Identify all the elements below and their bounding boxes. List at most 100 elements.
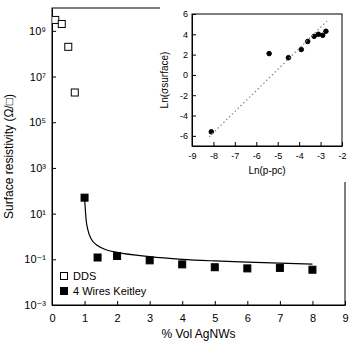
x-tick-label: -6	[253, 151, 261, 161]
figure: 012345678910⁻³10⁻¹10¹10³10⁵10⁷10⁹% Vol A…	[0, 0, 355, 350]
y-tick-mark	[192, 34, 196, 35]
x-tick-label: 3	[147, 312, 153, 324]
y-axis-title: Surface resistivity (Ω/□)	[2, 94, 16, 219]
y-tick-mark	[192, 95, 196, 96]
point	[146, 257, 153, 264]
x-tick: -3	[317, 142, 325, 161]
x-tick: -6	[253, 142, 261, 161]
plot-area	[209, 21, 328, 137]
x-tick: 1	[82, 301, 88, 324]
point	[320, 33, 325, 38]
x-tick-mark	[345, 301, 346, 305]
y-tick: 10⁹	[29, 25, 56, 37]
y-axis-title: Ln(σsurface)	[159, 52, 170, 109]
y-tick-label: 10³	[30, 162, 46, 174]
x-tick-label: 9	[342, 312, 348, 324]
legend-label: DDS	[73, 270, 96, 282]
point	[71, 89, 78, 96]
y-tick-mark	[192, 14, 196, 15]
y-tick-label: 2	[183, 50, 188, 60]
x-tick-label: 8	[310, 312, 316, 324]
y-tick: 2	[183, 50, 196, 60]
y-tick-mark	[52, 305, 56, 306]
legend-label: 4 Wires Keitley	[73, 285, 147, 297]
x-tick-mark	[280, 301, 281, 305]
x-tick: -7	[231, 142, 239, 161]
x-tick: 6	[245, 301, 251, 324]
x-tick: 5	[212, 301, 218, 324]
x-tick-mark	[182, 301, 183, 305]
x-tick-label: -3	[317, 151, 325, 161]
y-tick: -4	[180, 111, 196, 121]
y-tick: 4	[183, 30, 196, 40]
x-axis-title: % Vol AgNWs	[161, 327, 235, 341]
point	[309, 266, 316, 273]
y-tick: 10⁻¹	[24, 253, 56, 265]
point	[114, 252, 121, 259]
x-tick: 3	[147, 301, 153, 324]
x-tick-label: -8	[210, 151, 218, 161]
y-tick-label: 10⁻¹	[24, 253, 46, 265]
x-tick: 8	[310, 301, 316, 324]
y-tick-mark	[192, 116, 196, 117]
y-tick: 10¹	[30, 208, 56, 220]
y-tick-mark	[52, 122, 56, 123]
x-tick-mark	[278, 142, 279, 146]
x-tick-mark	[256, 142, 257, 146]
y-tick-mark	[52, 259, 56, 260]
y-tick-mark	[192, 75, 196, 76]
x-tick-label: 7	[277, 312, 283, 324]
y-axis: -6 -4 -2 0 2 4 6	[180, 9, 196, 146]
x-tick-label: 1	[82, 312, 88, 324]
point	[52, 16, 59, 23]
point	[211, 264, 218, 271]
y-tick-label: 6	[183, 9, 188, 19]
y-tick-label: 10¹	[30, 208, 46, 220]
x-axis-line	[53, 305, 346, 306]
legend-marker	[61, 288, 68, 295]
y-tick: -6	[180, 131, 196, 141]
point	[267, 51, 272, 56]
y-tick: 10⁵	[29, 116, 56, 128]
x-tick-label: 5	[212, 312, 218, 324]
y-tick-label: 10⁹	[29, 25, 46, 37]
x-axis-line	[193, 146, 343, 147]
point	[324, 29, 329, 34]
y-tick-mark	[192, 55, 196, 56]
x-tick-mark	[247, 301, 248, 305]
y-tick-mark	[52, 77, 56, 78]
y-tick-mark	[52, 31, 56, 32]
x-tick-label: -2	[338, 151, 346, 161]
x-tick-mark	[215, 301, 216, 305]
y-tick-label: 10⁵	[29, 116, 46, 128]
y-tick-label: -2	[180, 91, 188, 101]
line	[209, 21, 327, 137]
point	[58, 20, 65, 27]
x-tick: 4	[180, 301, 186, 324]
y-tick: 0	[183, 70, 196, 80]
x-tick-label: -9	[188, 151, 196, 161]
y-tick-mark	[192, 136, 196, 137]
x-tick-label: 0	[49, 312, 55, 324]
x-tick: 2	[115, 301, 121, 324]
x-tick-label: -7	[231, 151, 239, 161]
x-tick-label: 6	[245, 312, 251, 324]
x-axis-title: Ln(p-pc)	[248, 165, 285, 176]
x-tick: -4	[296, 142, 304, 161]
x-tick: -2	[338, 142, 346, 161]
point	[244, 265, 251, 272]
point	[276, 264, 283, 271]
x-tick-mark	[321, 142, 322, 146]
legend: DDS 4 Wires Keitley	[61, 270, 147, 297]
x-axis: -9-8-7-6-5-4-3-2	[188, 142, 346, 161]
x-tick-mark	[299, 142, 300, 146]
x-tick: 7	[277, 301, 283, 324]
y-tick: 6	[183, 9, 196, 19]
x-tick-mark	[235, 142, 236, 146]
y-tick-label: 10⁷	[30, 71, 46, 83]
y-tick: 10³	[30, 162, 56, 174]
y-tick-label: -4	[180, 111, 188, 121]
point	[299, 47, 304, 52]
y-tick-label: -6	[180, 131, 188, 141]
point	[65, 43, 72, 50]
